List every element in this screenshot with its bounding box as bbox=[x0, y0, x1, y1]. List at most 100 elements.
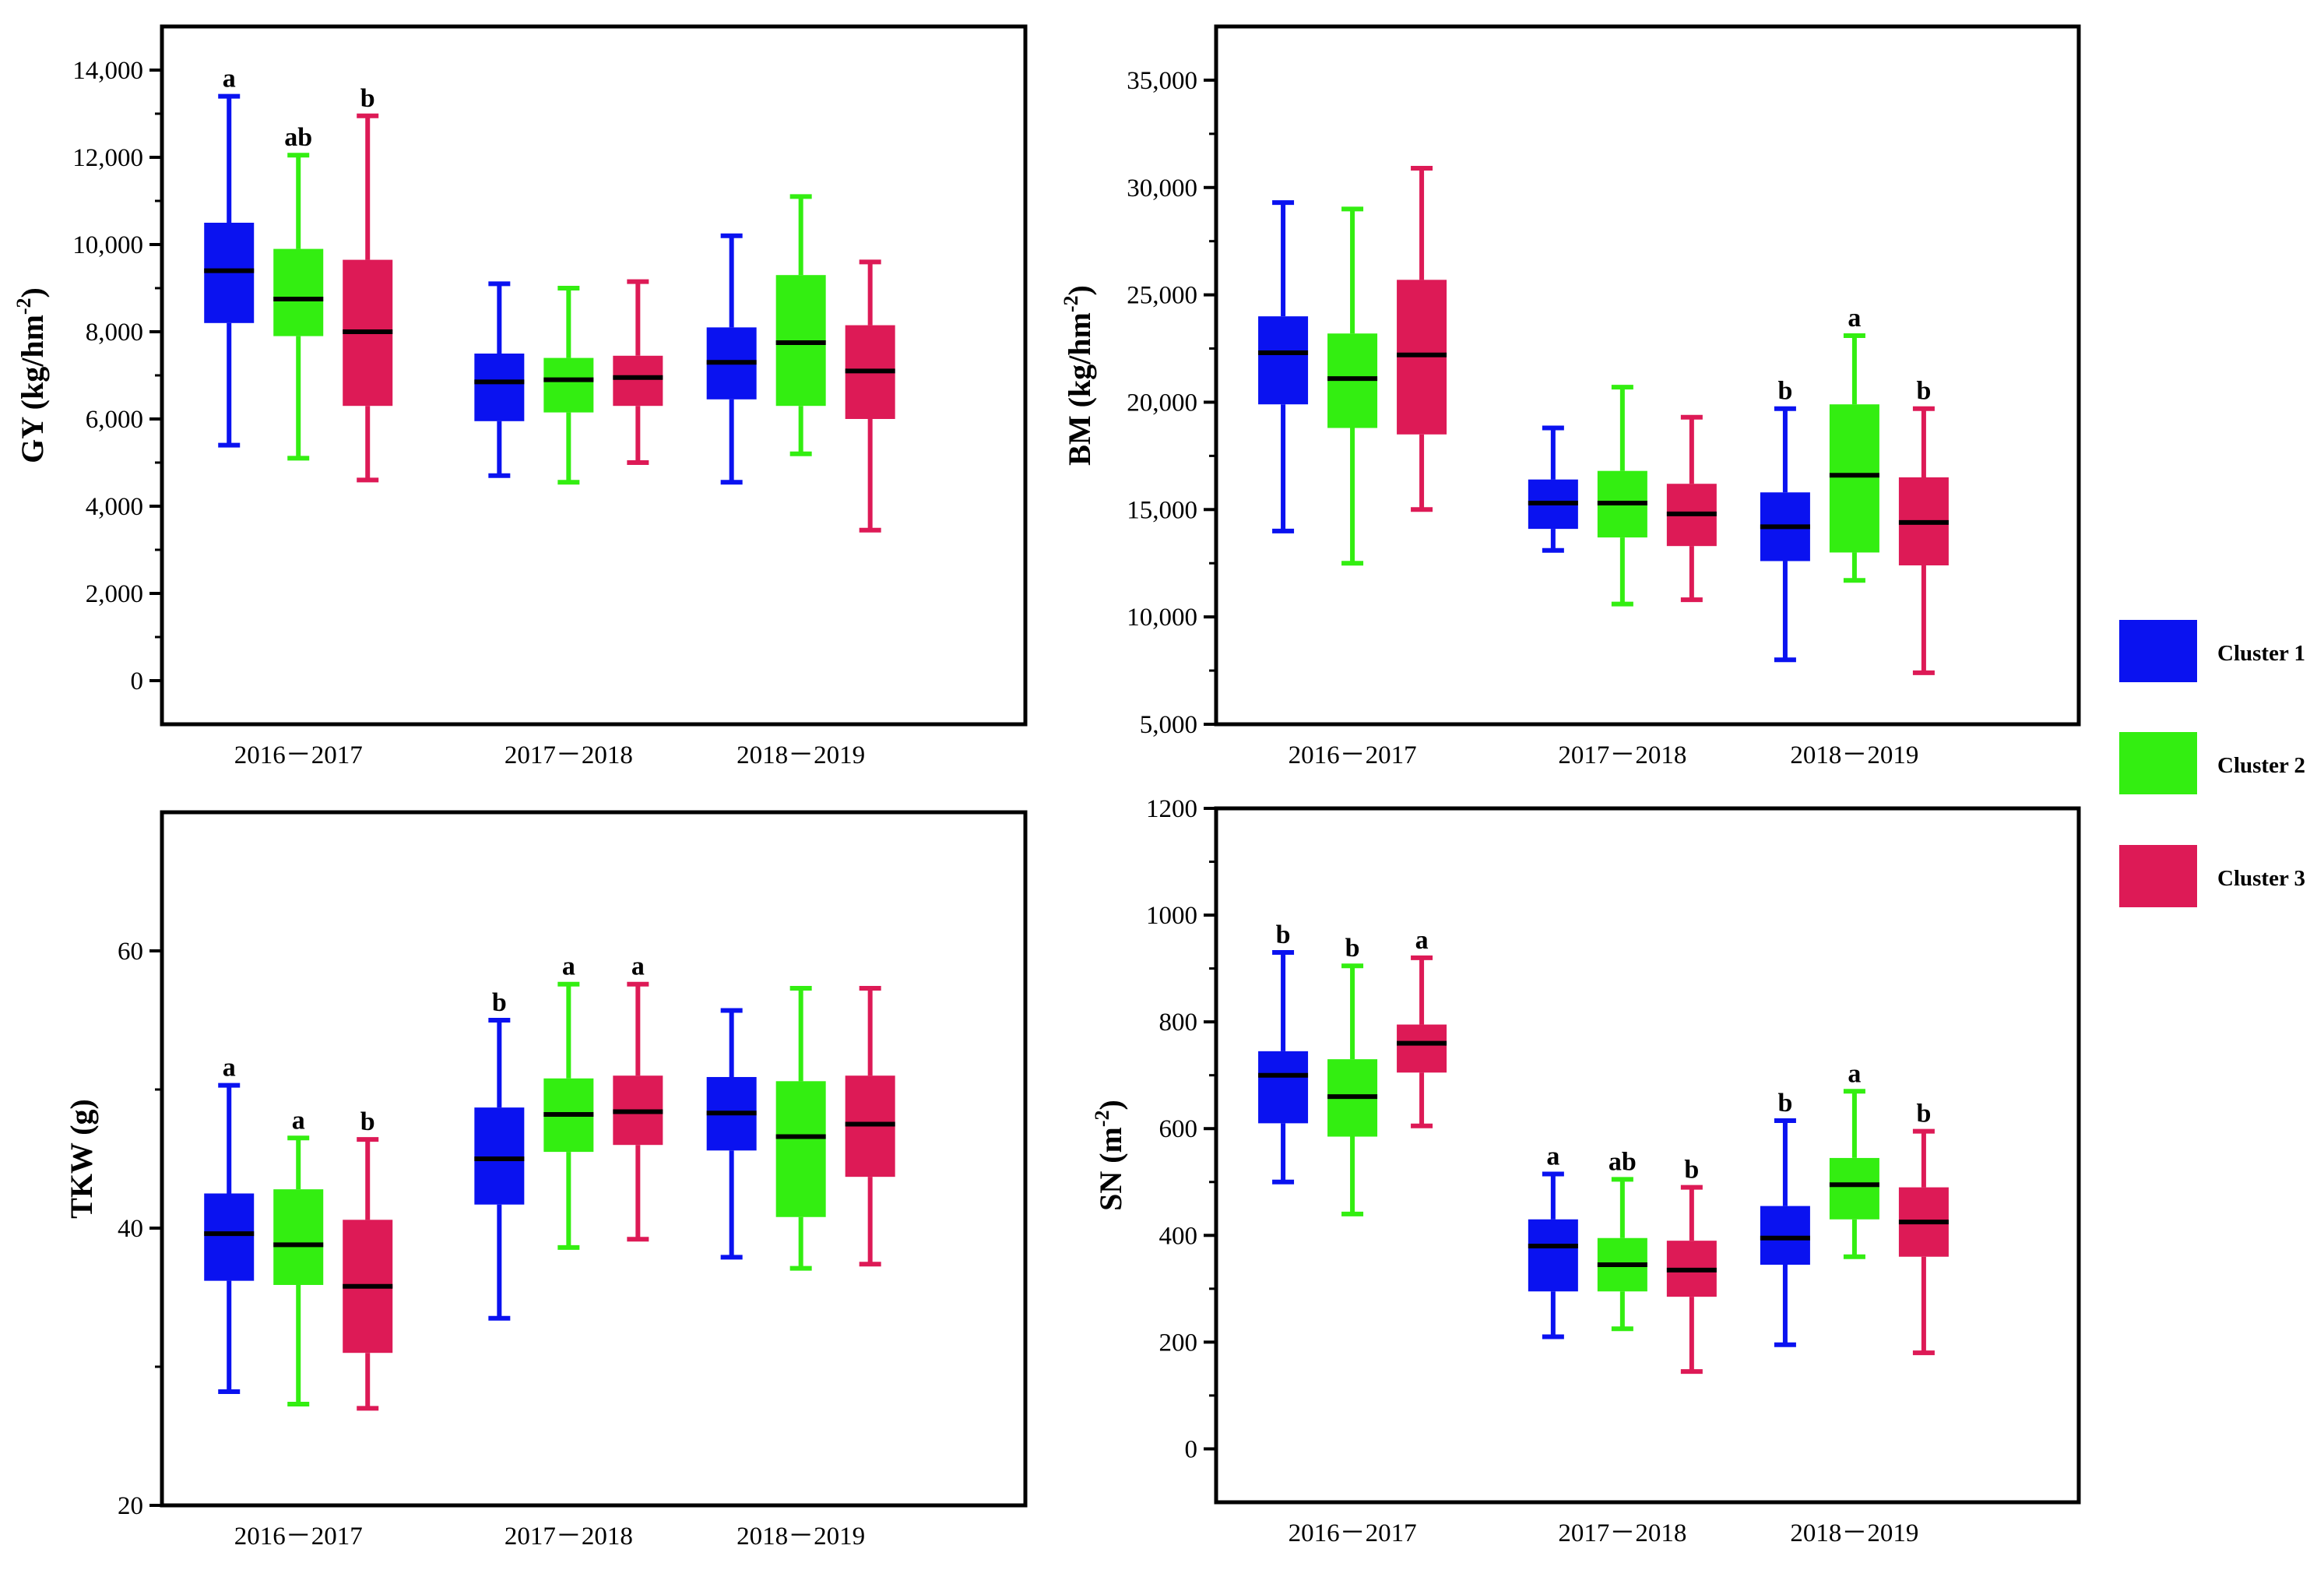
chart-panel-3: 20 40 60 TKW (g) 2016－2017 a a b 2017－2018 b a a 201… bbox=[64, 810, 1028, 1551]
y-tick-label: 6,000 bbox=[86, 406, 143, 434]
y-tick-label: 25,000 bbox=[1127, 282, 1197, 310]
box-2: b bbox=[1327, 934, 1378, 1216]
x-category-label: 2016－2017 bbox=[234, 741, 363, 769]
chart-panel-1: 0 2,000 4,000 6,000 8,000 10,000 12,000 14,000 G… bbox=[12, 24, 1028, 769]
box-1 bbox=[706, 233, 757, 485]
box-iqr bbox=[474, 354, 525, 421]
legend-label-cluster-1: Cluster 1 bbox=[2217, 641, 2305, 666]
y-axis-label-tail: ) bbox=[15, 287, 50, 297]
significance-letter: a bbox=[223, 65, 236, 93]
y-axis-label-main: GY (kg/hm bbox=[15, 315, 50, 463]
significance-letter: a bbox=[562, 952, 575, 981]
y-tick-label: 800 bbox=[1159, 1009, 1198, 1037]
y-tick-label: 1000 bbox=[1146, 902, 1197, 930]
box-iqr bbox=[204, 1193, 255, 1281]
x-category-label: 2018－2019 bbox=[1790, 741, 1918, 769]
box-3: a bbox=[1397, 926, 1447, 1128]
y-tick-label: 14,000 bbox=[72, 57, 143, 85]
y-axis-label: GY (kg/hm-2) bbox=[12, 287, 50, 463]
y-axis-label-sup: -2 bbox=[12, 297, 35, 315]
y-axis-label-tail: ) bbox=[1062, 285, 1097, 295]
box-1: a bbox=[204, 65, 255, 448]
y-tick-label: 200 bbox=[1159, 1329, 1198, 1357]
y-tick-label: 20,000 bbox=[1127, 389, 1197, 417]
x-category-label: 2016－2017 bbox=[1289, 741, 1417, 769]
box-iqr bbox=[474, 1107, 525, 1205]
y-tick-label: 8,000 bbox=[86, 319, 143, 347]
chart-panel-4: 0 200 400 600 800 1000 1200 SN (m-2) 2016－2017 b b… bbox=[1091, 795, 2081, 1547]
box-2: a bbox=[543, 952, 594, 1250]
y-tick-label: 35,000 bbox=[1127, 67, 1197, 95]
box-2 bbox=[775, 194, 826, 456]
significance-letter: a bbox=[1848, 1059, 1861, 1088]
box-3: b bbox=[343, 1107, 393, 1411]
box-1: b bbox=[1258, 921, 1309, 1185]
significance-letter: b bbox=[1684, 1156, 1699, 1185]
box-2 bbox=[1327, 206, 1378, 566]
box-2: a bbox=[1829, 1059, 1879, 1259]
y-tick-label: 600 bbox=[1159, 1115, 1198, 1143]
significance-letter: a bbox=[223, 1054, 236, 1082]
x-category-label: 2018－2019 bbox=[737, 1522, 865, 1551]
box-3 bbox=[1666, 414, 1717, 603]
y-axis-label-sup: -2 bbox=[1060, 295, 1082, 312]
box-2: a bbox=[273, 1106, 324, 1407]
legend-label-cluster-2: Cluster 2 bbox=[2217, 753, 2305, 778]
chart-panels: 0 2,000 4,000 6,000 8,000 10,000 12,000 14,000 G… bbox=[12, 24, 2081, 1551]
box-2 bbox=[775, 986, 826, 1271]
box-1 bbox=[1258, 200, 1309, 533]
box-3 bbox=[845, 259, 895, 533]
significance-letter: b bbox=[360, 84, 375, 113]
box-2: ab bbox=[1597, 1147, 1647, 1332]
y-axis-label-main: TKW (g) bbox=[64, 1099, 99, 1219]
y-tick-label: 40 bbox=[118, 1215, 143, 1243]
plot-frame bbox=[160, 810, 1028, 1508]
box-iqr bbox=[613, 355, 663, 407]
box-1: b bbox=[474, 988, 525, 1321]
significance-letter: b bbox=[1276, 921, 1291, 949]
plot-frame bbox=[1214, 806, 2081, 1505]
legend-label-cluster-3: Cluster 3 bbox=[2217, 866, 2305, 891]
significance-letter: a bbox=[1415, 926, 1429, 955]
y-tick-label: 5,000 bbox=[1140, 711, 1197, 739]
x-category-label: 2018－2019 bbox=[737, 741, 865, 769]
y-tick-label: 1200 bbox=[1146, 795, 1197, 823]
significance-letter: a bbox=[1546, 1142, 1559, 1170]
x-category-label: 2017－2018 bbox=[1558, 1519, 1686, 1547]
box-3: b bbox=[1898, 377, 1949, 675]
y-axis-label: SN (m-2) bbox=[1091, 1100, 1128, 1211]
significance-letter: a bbox=[1848, 304, 1861, 333]
y-tick-label: 0 bbox=[1185, 1435, 1198, 1463]
significance-letter: b bbox=[1777, 1089, 1792, 1118]
box-3 bbox=[1397, 165, 1447, 512]
significance-letter: b bbox=[1916, 377, 1931, 406]
y-tick-label: 2,000 bbox=[86, 580, 143, 608]
box-3 bbox=[613, 279, 663, 465]
y-tick-label: 60 bbox=[118, 938, 143, 966]
y-tick-label: 12,000 bbox=[72, 144, 143, 172]
box-3: b bbox=[1898, 1100, 1949, 1356]
x-category-label: 2017－2018 bbox=[505, 741, 633, 769]
box-iqr bbox=[543, 357, 594, 413]
y-tick-label: 4,000 bbox=[86, 493, 143, 521]
box-3 bbox=[845, 986, 895, 1267]
box-1 bbox=[1528, 425, 1578, 553]
legend-swatch-cluster-3 bbox=[2119, 845, 2197, 907]
y-tick-label: 0 bbox=[131, 667, 144, 695]
y-axis-label-sup: -2 bbox=[1091, 1110, 1113, 1127]
x-category-label: 2018－2019 bbox=[1790, 1519, 1918, 1547]
x-category-label: 2017－2018 bbox=[1558, 741, 1686, 769]
y-tick-label: 30,000 bbox=[1127, 174, 1197, 202]
box-2: a bbox=[1829, 304, 1879, 583]
significance-letter: b bbox=[360, 1107, 375, 1136]
y-tick-label: 15,000 bbox=[1127, 496, 1197, 524]
box-3: a bbox=[613, 952, 663, 1242]
box-1 bbox=[706, 1008, 757, 1260]
box-iqr bbox=[273, 1189, 324, 1285]
significance-letter: ab bbox=[284, 123, 312, 152]
chart-panel-2: 5,000 10,000 15,000 20,000 25,000 30,000 35,00… bbox=[1060, 24, 2081, 769]
significance-letter: a bbox=[292, 1106, 305, 1135]
box-2: ab bbox=[273, 123, 324, 461]
box-1 bbox=[474, 281, 525, 478]
box-2 bbox=[543, 286, 594, 485]
